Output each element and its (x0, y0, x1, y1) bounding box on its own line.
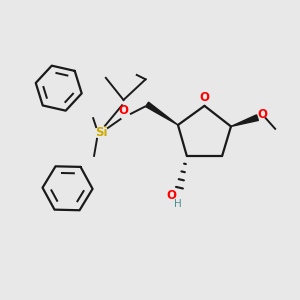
Text: Si: Si (95, 126, 108, 139)
Text: H: H (174, 199, 182, 209)
Polygon shape (231, 115, 258, 126)
Text: O: O (166, 188, 176, 202)
Text: O: O (258, 108, 268, 121)
Text: O: O (200, 91, 209, 104)
Text: O: O (118, 104, 128, 117)
Polygon shape (146, 102, 178, 125)
